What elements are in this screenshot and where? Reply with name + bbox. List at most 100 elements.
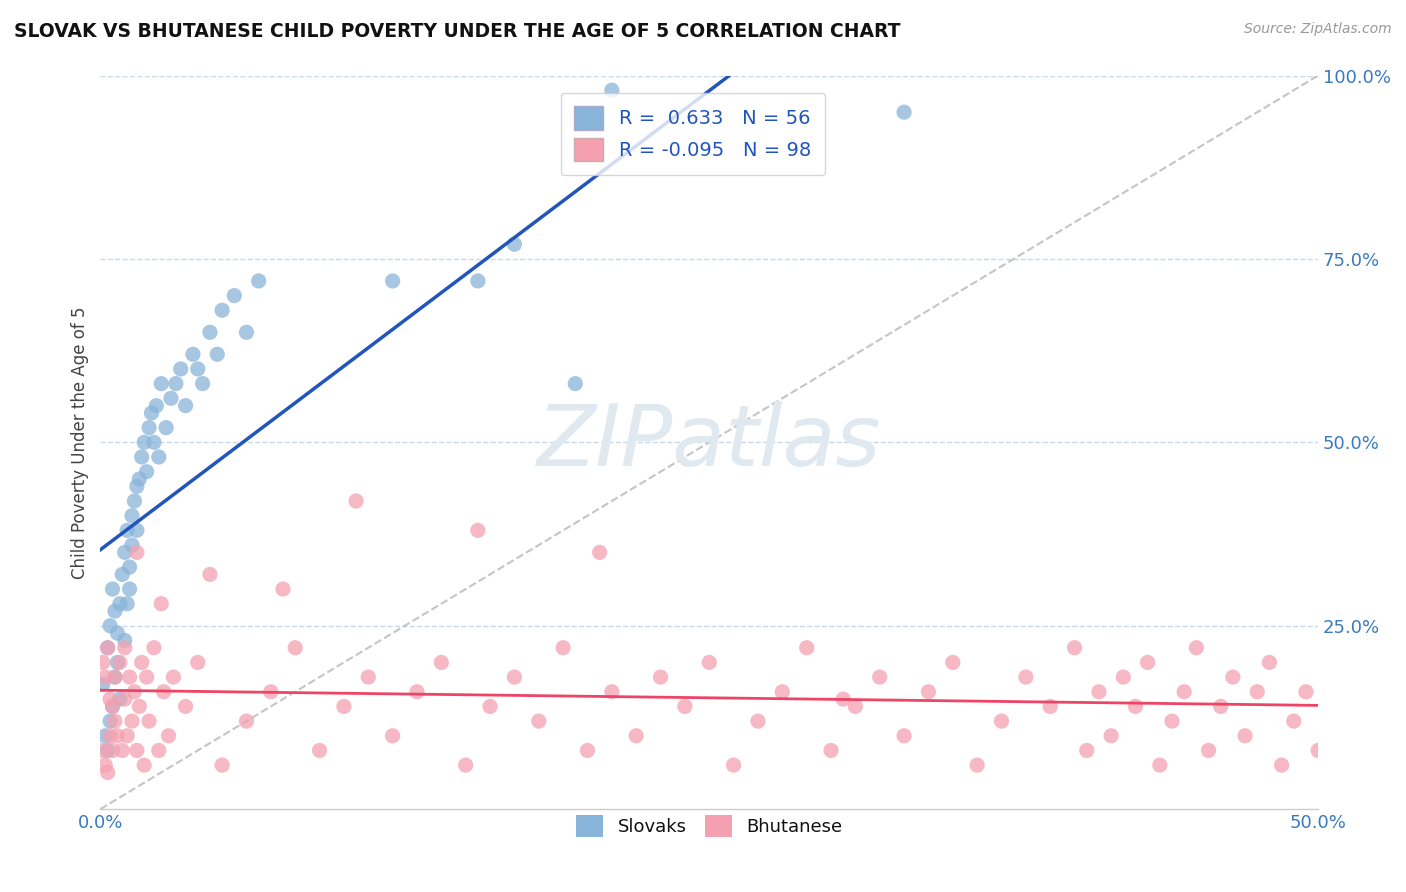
Y-axis label: Child Poverty Under the Age of 5: Child Poverty Under the Age of 5 [72,306,89,579]
Point [344,494,367,508]
Point [1198,743,1220,757]
Point [115,524,138,538]
Point [844,699,866,714]
Point [98,618,121,632]
Point [104,670,127,684]
Point [108,692,131,706]
Point [624,729,647,743]
Point [111,743,134,757]
Point [1161,714,1184,728]
Point [454,758,477,772]
Point [105,729,128,743]
Point [125,479,148,493]
Point [479,699,502,714]
Point [124,494,146,508]
Point [125,524,148,538]
Text: Source: ZipAtlas.com: Source: ZipAtlas.com [1244,22,1392,37]
Point [503,670,526,684]
Point [966,758,988,772]
Point [165,376,187,391]
Point [101,699,124,714]
Point [893,105,915,120]
Point [1258,656,1281,670]
Point [138,714,160,728]
Point [114,545,136,559]
Point [105,626,128,640]
Point [104,670,127,684]
Point [381,729,404,743]
Point [1076,743,1098,757]
Point [150,597,173,611]
Text: ZIPatlas: ZIPatlas [537,401,882,483]
Point [118,560,141,574]
Point [207,347,229,361]
Point [101,699,124,714]
Point [1185,640,1208,655]
Point [467,274,489,288]
Point [101,743,124,757]
Point [527,714,550,728]
Point [1136,656,1159,670]
Point [1088,685,1111,699]
Point [893,729,915,743]
Point [160,392,183,406]
Point [1234,729,1257,743]
Point [1308,743,1330,757]
Point [1125,699,1147,714]
Point [503,237,526,252]
Point [796,640,818,655]
Point [260,685,283,699]
Point [235,326,257,340]
Point [141,406,163,420]
Point [1246,685,1268,699]
Legend: Slovaks, Bhutanese: Slovaks, Bhutanese [569,807,849,844]
Point [97,640,120,655]
Point [157,729,180,743]
Point [148,450,170,464]
Point [131,656,153,670]
Point [115,597,138,611]
Point [832,692,855,706]
Point [600,83,623,97]
Point [1295,685,1317,699]
Point [108,656,131,670]
Point [770,685,793,699]
Point [105,656,128,670]
Point [115,729,138,743]
Point [187,656,209,670]
Point [191,376,214,391]
Point [121,538,143,552]
Point [600,685,623,699]
Point [170,362,193,376]
Point [98,714,121,728]
Point [131,450,153,464]
Point [135,670,157,684]
Point [98,692,121,706]
Point [1063,640,1085,655]
Point [97,765,120,780]
Point [271,582,294,596]
Point [121,508,143,523]
Point [162,670,184,684]
Point [430,656,453,670]
Point [697,656,720,670]
Point [235,714,257,728]
Point [114,640,136,655]
Point [97,743,120,757]
Point [1222,670,1244,684]
Point [1099,729,1122,743]
Point [211,758,233,772]
Point [101,582,124,596]
Point [211,303,233,318]
Point [94,758,117,772]
Point [381,274,404,288]
Point [121,714,143,728]
Point [198,567,221,582]
Point [1015,670,1038,684]
Point [108,597,131,611]
Point [145,399,167,413]
Point [1271,758,1294,772]
Point [152,685,174,699]
Point [1039,699,1062,714]
Point [1112,670,1135,684]
